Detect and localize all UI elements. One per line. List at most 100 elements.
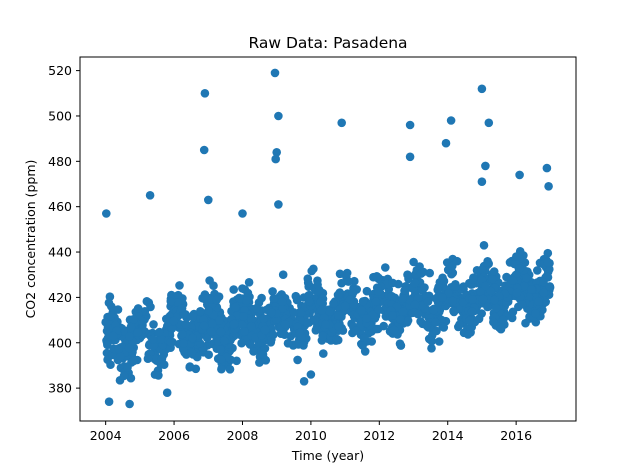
- data-point: [106, 311, 116, 321]
- data-point: [459, 282, 468, 291]
- data-point: [173, 298, 182, 307]
- data-point: [129, 315, 138, 324]
- data-point: [225, 365, 235, 374]
- data-point: [422, 320, 431, 330]
- data-point: [270, 68, 280, 78]
- data-point: [316, 297, 326, 307]
- data-point: [179, 339, 188, 348]
- data-point: [484, 118, 494, 128]
- data-point: [489, 317, 498, 327]
- data-point: [395, 315, 405, 324]
- data-point: [351, 326, 361, 335]
- data-point: [522, 273, 531, 283]
- data-point: [177, 330, 187, 339]
- data-point: [508, 276, 518, 285]
- data-point: [307, 266, 317, 276]
- data-point: [278, 304, 287, 313]
- x-tick-label: 2008: [227, 428, 259, 443]
- data-point: [319, 349, 328, 358]
- data-point: [455, 320, 464, 330]
- data-point: [126, 322, 136, 332]
- data-point: [403, 316, 413, 325]
- data-point: [395, 339, 405, 349]
- data-point: [398, 294, 408, 304]
- data-point: [405, 120, 415, 130]
- data-point: [469, 273, 478, 283]
- data-point: [449, 307, 459, 317]
- data-point: [145, 191, 155, 200]
- data-point: [217, 364, 226, 374]
- data-point: [133, 304, 143, 313]
- data-point: [438, 273, 447, 283]
- data-point: [344, 277, 353, 286]
- y-tick-label: 380: [48, 381, 72, 396]
- data-point: [104, 397, 114, 407]
- data-point: [299, 341, 308, 350]
- data-point: [181, 320, 190, 329]
- data-point: [206, 327, 216, 336]
- data-point: [515, 264, 524, 273]
- data-point: [154, 371, 163, 380]
- data-point: [431, 318, 441, 327]
- plot-frame: [79, 56, 577, 422]
- data-point: [483, 302, 492, 312]
- data-point: [374, 305, 384, 315]
- data-point: [476, 287, 485, 296]
- data-point: [259, 314, 269, 323]
- data-point: [531, 309, 540, 318]
- data-point: [188, 312, 197, 322]
- data-point: [434, 337, 444, 346]
- data-point: [438, 293, 447, 302]
- data-point: [272, 148, 282, 157]
- data-point: [251, 304, 261, 313]
- data-point: [405, 152, 415, 162]
- data-point: [410, 278, 420, 288]
- data-point: [304, 297, 314, 306]
- data-point: [362, 286, 372, 296]
- data-point: [212, 295, 221, 305]
- data-point: [125, 399, 134, 409]
- data-point: [219, 336, 229, 346]
- data-point: [296, 308, 306, 318]
- data-point: [231, 302, 240, 312]
- data-point: [148, 341, 158, 351]
- data-point: [216, 345, 225, 354]
- y-tick-label: 440: [48, 245, 72, 260]
- data-point: [204, 195, 213, 205]
- data-point: [479, 241, 489, 250]
- x-axis-label: Time (year): [291, 448, 364, 463]
- data-point: [413, 293, 423, 303]
- y-tick-label: 500: [48, 108, 72, 123]
- data-point: [247, 321, 256, 331]
- data-point: [481, 161, 490, 171]
- data-point: [151, 354, 160, 364]
- data-point: [512, 252, 521, 261]
- data-point: [478, 294, 488, 304]
- data-point: [489, 267, 499, 276]
- data-point: [269, 294, 279, 303]
- data-point: [312, 286, 322, 296]
- data-point: [188, 333, 197, 343]
- data-point: [155, 327, 164, 337]
- data-point: [175, 281, 184, 290]
- y-axis-label: CO2 concentration (ppm): [23, 160, 38, 319]
- data-point: [533, 266, 542, 275]
- data-point: [116, 352, 125, 361]
- data-point: [499, 315, 508, 325]
- data-point: [423, 297, 433, 306]
- data-point: [431, 294, 441, 303]
- data-point: [271, 154, 281, 164]
- data-point: [119, 371, 129, 381]
- data-point: [334, 322, 343, 331]
- data-point: [512, 288, 522, 298]
- data-point: [451, 282, 461, 291]
- data-point: [413, 309, 423, 319]
- y-tick-label: 480: [48, 154, 72, 169]
- data-point: [444, 289, 453, 298]
- data-point: [229, 285, 238, 294]
- data-point: [105, 292, 115, 302]
- data-point: [337, 278, 346, 288]
- data-point: [398, 307, 408, 317]
- data-point: [432, 326, 441, 336]
